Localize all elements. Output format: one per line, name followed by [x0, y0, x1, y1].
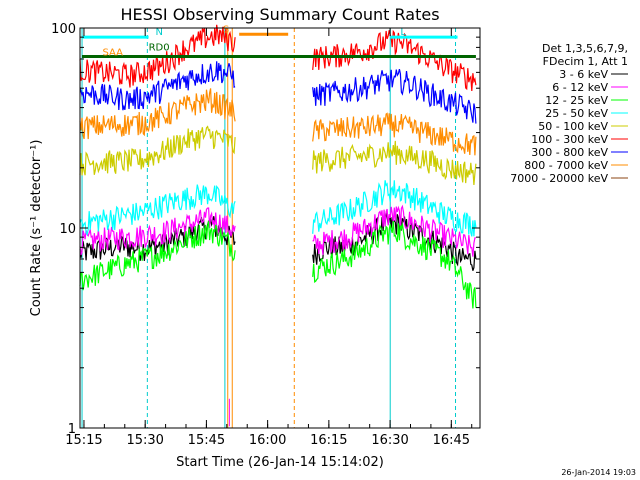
x-tick-label-3: 16:00: [249, 433, 286, 448]
legend-label-3: 25 - 50 keV: [545, 107, 608, 120]
legend-label-2: 12 - 25 keV: [545, 94, 608, 107]
x-tick-label-1: 15:30: [126, 433, 163, 448]
annotation-3: S: [223, 24, 229, 35]
x-tick-label-2: 15:45: [188, 433, 225, 448]
legend-label-0: 3 - 6 keV: [559, 68, 608, 81]
x-axis: 15:15 15:30 15:45 16:00 16:15 16:30 16:45: [65, 28, 473, 448]
legend-label-7: 800 - 7000 keV: [524, 159, 608, 172]
annotation-0: N: [156, 27, 163, 38]
series-line-4-seg-1: [312, 140, 477, 186]
y-axis-label: Count Rate (s⁻¹ detector⁻¹): [29, 140, 44, 317]
legend: Det 1,3,5,6,7,9, FDecim 1, Att 1 3 - 6 k…: [510, 42, 628, 185]
legend-header-line-2: FDecim 1, Att 1: [543, 55, 628, 68]
series-line-5-seg-1: [312, 29, 477, 92]
series-line-7-seg-1: [312, 112, 477, 156]
series-line-5-seg-0: [79, 24, 236, 88]
legend-label-1: 6 - 12 keV: [552, 81, 608, 94]
y-tick-label-0: 1: [68, 422, 76, 437]
x-tick-label-5: 16:30: [371, 433, 408, 448]
series-line-1-seg-1: [312, 204, 476, 257]
chart-title: HESSI Observing Summary Count Rates: [120, 5, 439, 24]
legend-label-8: 7000 - 20000 keV: [510, 172, 608, 185]
legend-label-6: 300 - 800 keV: [531, 146, 608, 159]
annotation-2: SAA: [102, 47, 123, 58]
series-line-0-seg-1: [312, 212, 477, 271]
annotation-1: RD0: [149, 43, 170, 54]
x-tick-label-6: 16:45: [433, 433, 470, 448]
timestamp-stamp: 26-Jan-2014 19:03: [561, 468, 636, 477]
legend-label-4: 50 - 100 keV: [538, 120, 608, 133]
series-line-1-seg-0: [79, 207, 236, 256]
x-tick-label-0: 15:15: [65, 433, 102, 448]
x-axis-label: Start Time (26-Jan-14 15:14:02): [176, 455, 384, 470]
series-line-4-seg-0: [79, 125, 236, 176]
legend-label-5: 100 - 300 keV: [531, 133, 608, 146]
y-tick-label-2: 100: [51, 22, 76, 37]
series-line-3-seg-0: [79, 184, 236, 237]
series-line-2-seg-1: [312, 220, 477, 309]
y-axis: 1 10 100: [51, 22, 480, 437]
x-tick-label-4: 16:15: [310, 433, 347, 448]
series-line-3-seg-1: [312, 180, 477, 237]
legend-header-line-1: Det 1,3,5,6,7,9,: [542, 42, 628, 55]
plot-area: N RD0 SAA S L: [79, 24, 477, 428]
series-line-2-seg-0: [79, 221, 236, 291]
series-line-6-seg-1: [312, 68, 477, 124]
annotation-4: L: [400, 27, 406, 38]
series-line-7-seg-0: [79, 88, 236, 140]
series-line-6-seg-0: [79, 61, 236, 111]
y-tick-label-1: 10: [59, 222, 76, 237]
